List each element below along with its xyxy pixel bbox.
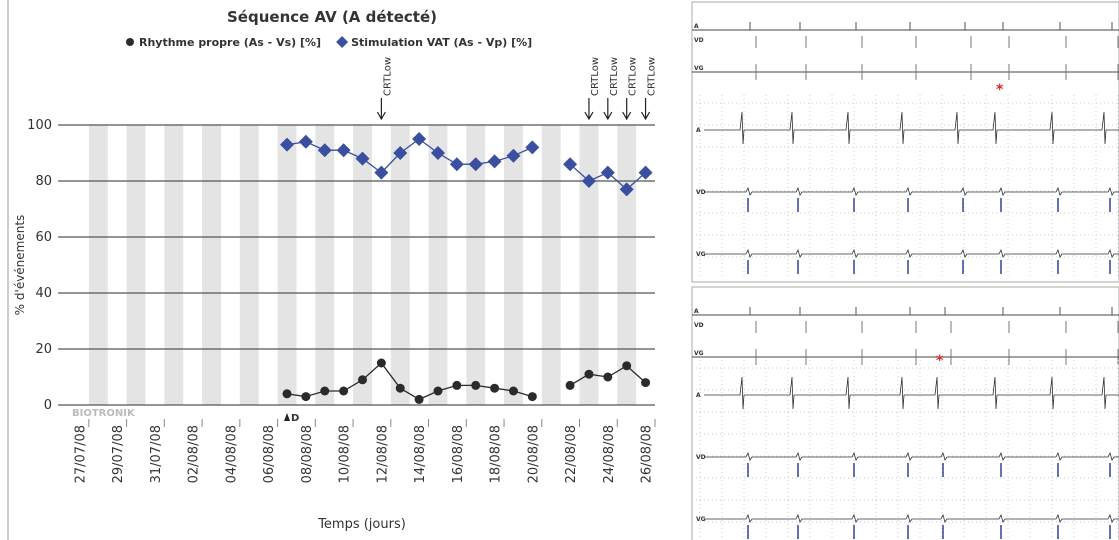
channel-label: VD <box>696 454 706 461</box>
day-band <box>391 125 410 405</box>
channel-label: A <box>694 23 699 30</box>
channel-label: VG <box>696 251 706 258</box>
y-tick-label: 60 <box>35 230 52 245</box>
data-point <box>301 392 310 401</box>
x-tick-label: 18/08/08 <box>489 425 504 483</box>
day-band <box>240 125 259 405</box>
data-point <box>471 381 480 390</box>
marker-label: CRTLow <box>628 57 639 96</box>
y-tick-label: 100 <box>27 118 52 133</box>
day-band <box>580 125 599 405</box>
day-band <box>202 125 221 405</box>
data-point <box>622 361 631 370</box>
x-tick-label: 12/08/08 <box>375 425 390 483</box>
day-band <box>353 125 372 405</box>
channel-label: VG <box>694 350 704 357</box>
marker-label: CRTLow <box>647 57 658 96</box>
data-point <box>358 375 367 384</box>
x-tick-label: 14/08/08 <box>413 425 428 483</box>
data-point <box>377 359 386 368</box>
channel-label: VG <box>694 65 704 72</box>
data-point <box>283 389 292 398</box>
data-point <box>452 381 461 390</box>
y-tick-label: 80 <box>35 174 52 189</box>
y-tick-label: 0 <box>44 398 52 413</box>
x-tick-label: 02/08/08 <box>187 425 202 483</box>
channel-label: VD <box>694 322 704 329</box>
x-tick-label: 16/08/08 <box>451 425 466 483</box>
watermark: BIOTRONIK <box>72 408 136 419</box>
day-band <box>127 125 146 405</box>
day-band <box>429 125 448 405</box>
channel-label: VD <box>696 189 706 196</box>
data-point <box>339 387 348 396</box>
legend-marker <box>126 38 134 46</box>
data-point <box>490 384 499 393</box>
channel-label: VD <box>694 37 704 44</box>
x-tick-label: 24/08/08 <box>602 425 617 483</box>
data-point <box>603 373 612 382</box>
day-band <box>315 125 334 405</box>
asterisk: * <box>996 82 1004 98</box>
channel-label: A <box>696 127 701 134</box>
x-axis-label: Temps (jours) <box>317 517 406 532</box>
data-point <box>433 387 442 396</box>
y-axis-label: % d'événements <box>13 215 27 316</box>
day-band <box>164 125 183 405</box>
marker-label: D <box>291 413 299 424</box>
x-tick-label: 22/08/08 <box>564 425 579 483</box>
page: Séquence AV (A détecté) Temps (jours) % … <box>0 0 1119 540</box>
chart-title: Séquence AV (A détecté) <box>227 8 437 26</box>
x-tick-label: 31/07/08 <box>149 425 164 483</box>
marker-label: CRTLow <box>382 57 393 96</box>
x-tick-label: 29/07/08 <box>111 425 126 483</box>
data-point <box>566 381 575 390</box>
x-tick-label: 06/08/08 <box>262 425 277 483</box>
day-band <box>504 125 523 405</box>
marker-label: CRTLow <box>590 57 601 96</box>
asterisk: * <box>936 353 944 369</box>
legend-label: Stimulation VAT (As - Vp) [%] <box>351 36 532 49</box>
y-tick-label: 20 <box>35 342 52 357</box>
legend-label: Rhythme propre (As - Vs) [%] <box>139 36 321 49</box>
data-point <box>320 387 329 396</box>
data-point <box>528 392 537 401</box>
data-point <box>396 384 405 393</box>
day-band <box>542 125 561 405</box>
x-tick-label: 27/07/08 <box>73 425 88 483</box>
x-tick-label: 08/08/08 <box>300 425 315 483</box>
marker-label: CRTLow <box>609 57 620 96</box>
y-tick-label: 40 <box>35 286 52 301</box>
day-band <box>278 125 297 405</box>
channel-label: A <box>696 392 701 399</box>
data-point <box>584 370 593 379</box>
x-tick-label: 20/08/08 <box>526 425 541 483</box>
data-point <box>415 395 424 404</box>
x-tick-label: 04/08/08 <box>224 425 239 483</box>
day-band <box>89 125 108 405</box>
data-point <box>509 387 518 396</box>
x-tick-label: 26/08/08 <box>640 425 655 483</box>
channel-label: VG <box>696 516 706 523</box>
data-point <box>641 378 650 387</box>
x-tick-label: 10/08/08 <box>338 425 353 483</box>
channel-label: A <box>694 308 699 315</box>
